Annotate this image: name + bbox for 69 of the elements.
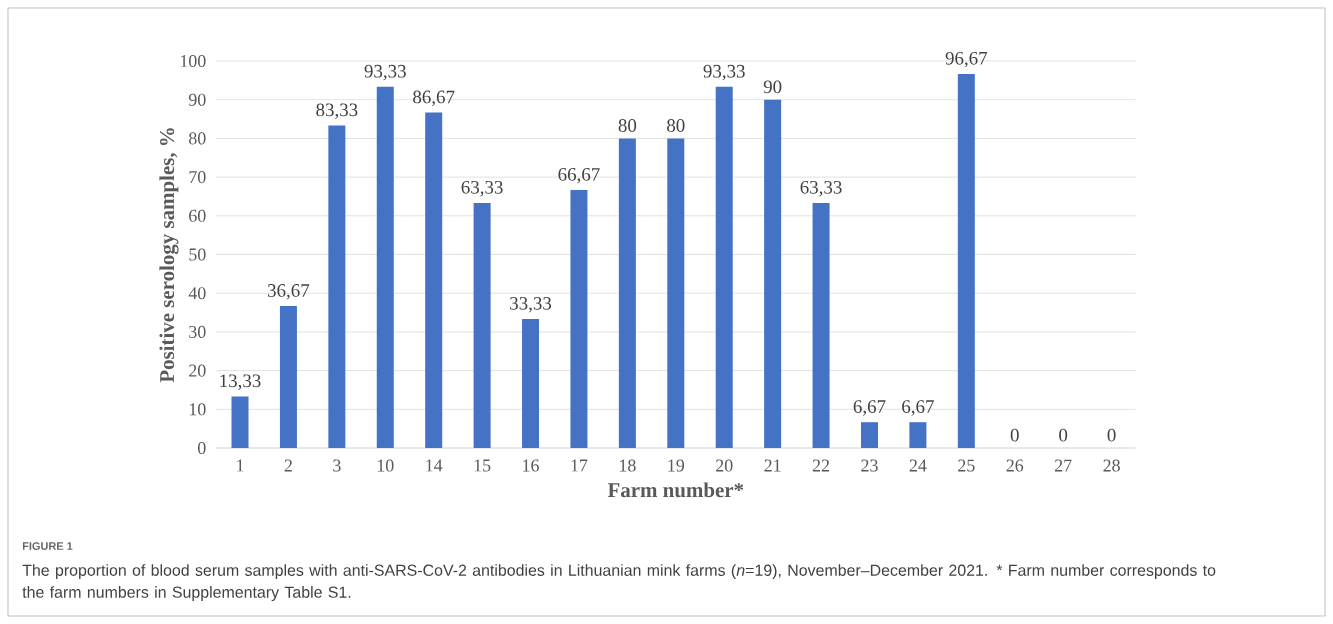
- x-tick-label: 21: [764, 459, 781, 472]
- data-label: 96,67: [945, 51, 988, 68]
- bar: [376, 86, 394, 448]
- bar: [570, 189, 588, 448]
- x-axis-title: Farm number*: [607, 482, 744, 498]
- data-label: 0: [1059, 428, 1068, 442]
- y-tick-label: 10: [189, 403, 206, 416]
- data-label: 6,67: [902, 400, 934, 416]
- x-tick-label: 22: [812, 459, 830, 472]
- bar: [667, 138, 685, 448]
- y-tick-label: 80: [189, 132, 206, 145]
- data-label: 93,33: [703, 64, 745, 81]
- data-label: 80: [618, 119, 637, 132]
- x-tick-label: 25: [958, 459, 975, 472]
- bar: [715, 86, 733, 448]
- data-label: 86,67: [413, 90, 455, 107]
- data-label: 93,33: [364, 64, 406, 81]
- bar: [473, 202, 491, 448]
- y-tick-label: 60: [189, 209, 206, 222]
- data-label: 80: [667, 119, 685, 132]
- data-label: 66,67: [558, 168, 600, 184]
- bar: [909, 422, 927, 448]
- data-label: 63,33: [461, 180, 503, 197]
- x-tick-label: 19: [668, 459, 685, 472]
- y-axis-title: Positive serology samples, %: [159, 128, 179, 383]
- bar: [812, 202, 830, 448]
- y-tick-label: 0: [197, 441, 206, 455]
- bar: [764, 99, 782, 448]
- x-tick-label: 28: [1103, 459, 1120, 472]
- data-label: 83,33: [316, 103, 358, 119]
- x-tick-label: 10: [377, 459, 394, 472]
- y-tick-label: 40: [188, 287, 206, 300]
- bar: [618, 138, 636, 448]
- x-tick-label: 18: [619, 459, 636, 472]
- bar: [957, 73, 975, 448]
- x-tick-label: 14: [426, 459, 443, 472]
- text: The proportion of blood serum samples with anti-SARS-CoV-2 antibodies in Lithuanian mink farms (n=19), November–December 2021. * Farm number corresponds to the farm numbers in Supplementary Table S1.: [22, 564, 1216, 601]
- data-label: 6,67: [853, 400, 886, 416]
- bar: [279, 306, 297, 448]
- y-tick-label: 100: [180, 54, 206, 68]
- data-label: 90: [763, 80, 782, 94]
- bar: [425, 112, 443, 448]
- bar: [231, 396, 249, 448]
- x-tick-label: 1: [237, 459, 244, 472]
- y-tick-label: 50: [189, 248, 206, 261]
- x-tick-label: 26: [1006, 459, 1024, 472]
- x-tick-label: 3: [333, 459, 341, 472]
- data-label: 33,33: [510, 297, 552, 313]
- caption: FIGURE 1: [22, 542, 73, 550]
- y-tick-label: 20: [189, 364, 206, 377]
- bar: [522, 319, 540, 448]
- x-tick-label: 15: [474, 459, 491, 472]
- x-tick-label: 23: [861, 459, 878, 472]
- y-tick-label: 90: [188, 93, 206, 106]
- y-tick-label: 30: [189, 325, 206, 338]
- data-label: 0: [1107, 428, 1116, 442]
- bar: [328, 125, 346, 448]
- data-label: 63,33: [800, 180, 842, 197]
- x-tick-label: 20: [716, 459, 733, 472]
- bar: [860, 422, 878, 448]
- x-tick-label: 2: [284, 459, 292, 472]
- x-tick-label: 17: [571, 459, 588, 472]
- x-tick-label: 24: [909, 459, 927, 472]
- data-label: 13,33: [220, 374, 261, 390]
- x-tick-label: 27: [1054, 459, 1072, 472]
- data-label: 36,67: [268, 284, 310, 300]
- data-label: 0: [1010, 428, 1019, 442]
- x-tick-label: 16: [523, 459, 539, 472]
- y-tick-label: 70: [189, 171, 206, 184]
